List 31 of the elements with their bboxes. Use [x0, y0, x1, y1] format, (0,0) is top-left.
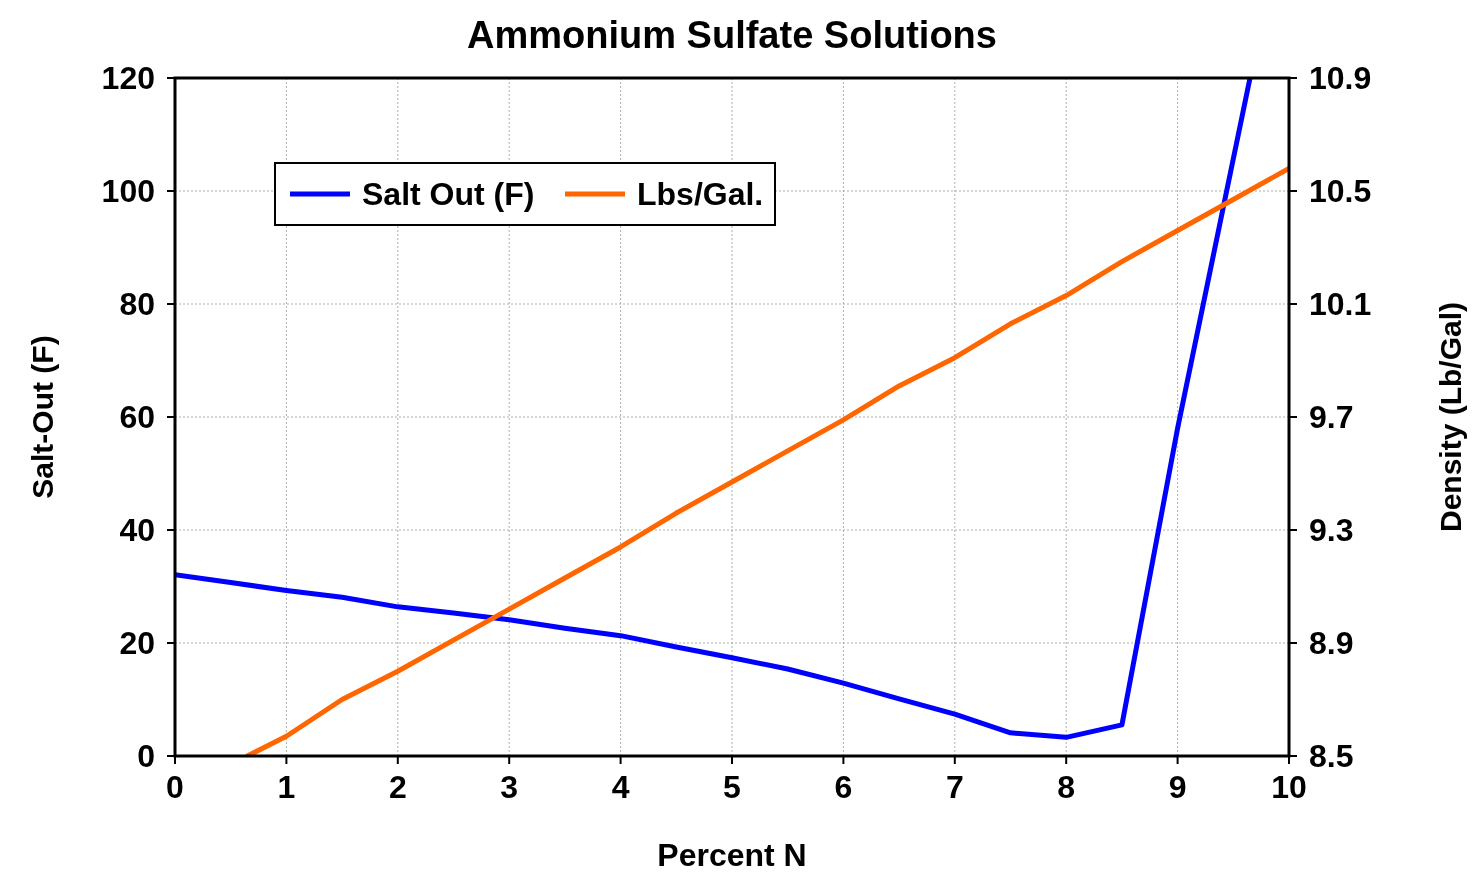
- y-tick-label: 60: [119, 399, 155, 435]
- y2-tick-label: 9.3: [1309, 512, 1354, 548]
- x-tick-label: 0: [166, 769, 184, 805]
- x-tick-label: 9: [1168, 769, 1187, 805]
- y-tick-label: 0: [137, 738, 155, 774]
- y2-tick-label: 8.9: [1309, 625, 1354, 661]
- y2-tick-label: 10.5: [1309, 173, 1372, 209]
- y2-tick-label: 9.7: [1309, 399, 1354, 435]
- x-tick-label: 7: [945, 769, 964, 805]
- legend-label: Lbs/Gal.: [637, 176, 764, 212]
- y-tick-label: 20: [119, 625, 155, 661]
- x-axis-title: Percent N: [657, 837, 807, 873]
- y2-axis-title: Density (Lb/Gal): [1434, 301, 1467, 533]
- y-tick-label: 80: [119, 286, 155, 322]
- y2-tick-label: 8.5: [1309, 738, 1354, 774]
- y-axis-title: Salt-Out (F): [26, 335, 59, 499]
- x-tick-label: 10: [1271, 769, 1307, 805]
- x-tick-label: 6: [834, 769, 853, 805]
- x-tick-label: 8: [1057, 769, 1076, 805]
- y2-tick-label: 10.9: [1309, 60, 1372, 96]
- y-tick-label: 100: [101, 173, 155, 209]
- x-tick-label: 4: [611, 769, 630, 805]
- y2-tick-label: 10.1: [1309, 286, 1372, 322]
- x-tick-label: 5: [723, 769, 741, 805]
- x-tick-label: 3: [500, 769, 519, 805]
- x-tick-label: 1: [277, 769, 296, 805]
- chart-title: Ammonium Sulfate Solutions: [467, 14, 997, 56]
- y-tick-label: 120: [101, 60, 155, 96]
- x-tick-label: 2: [388, 769, 407, 805]
- legend-label: Salt Out (F): [362, 176, 535, 212]
- y-tick-label: 40: [119, 512, 155, 548]
